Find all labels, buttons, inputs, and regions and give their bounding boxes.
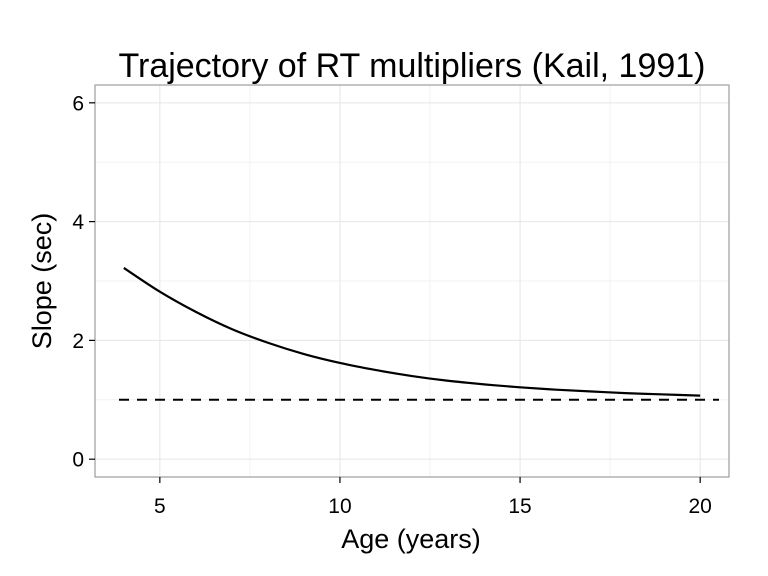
x-axis: 5 10 15 20 [154,477,712,518]
series-line [123,267,701,397]
y-axis: 0 2 4 6 [72,92,95,472]
x-tick-label: 10 [328,495,351,518]
y-tick-label: 4 [72,211,84,234]
y-tick-label: 6 [72,92,84,115]
y-tick-label: 2 [72,330,84,353]
x-tick-label: 20 [689,495,712,518]
x-tick-label: 15 [508,495,531,518]
grid [95,85,729,477]
chart-title: Trajectory of RT multipliers (Kail, 1991… [118,47,705,85]
plot-panel [94,84,730,478]
x-axis-title: Age (years) [341,524,481,554]
y-axis-title: Slope (sec) [27,213,57,350]
x-tick-label: 5 [154,495,166,518]
y-tick-label: 0 [72,449,84,472]
